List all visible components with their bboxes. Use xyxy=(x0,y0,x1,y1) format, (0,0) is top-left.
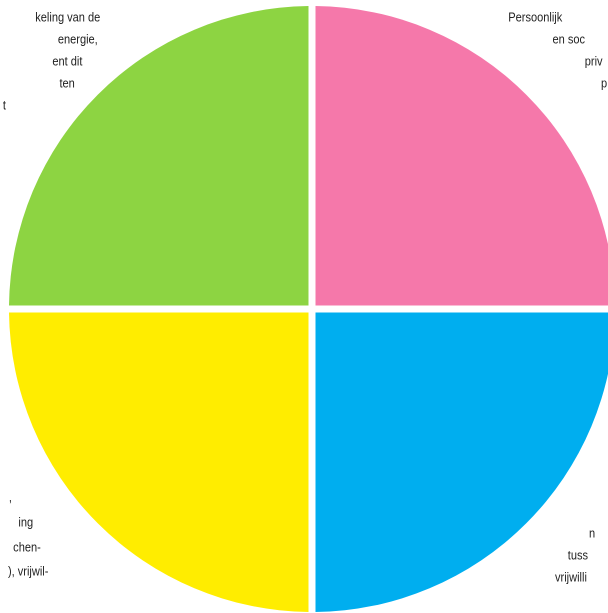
text-line: keling van de xyxy=(35,10,100,25)
text-line: en soc xyxy=(553,32,586,47)
text-line: ), vrijwil- xyxy=(8,564,48,579)
quadrant-green xyxy=(9,6,309,306)
text-line: energie, xyxy=(58,32,98,47)
text-line: Persoonlijk xyxy=(508,10,563,25)
text-line: priv xyxy=(585,54,603,69)
text-line: ten xyxy=(59,76,74,91)
text-line: , xyxy=(9,490,12,505)
text-line: t xyxy=(3,98,7,113)
quadrant-pink xyxy=(315,6,608,306)
text-line: vrijwilli xyxy=(555,570,587,585)
text-line: ent dit xyxy=(52,54,83,69)
text-group: keling van de energie, ent dit ten t Per… xyxy=(3,10,607,585)
text-line: chen- xyxy=(13,540,41,555)
text-line: p xyxy=(601,76,607,91)
text-line: tuss xyxy=(568,548,588,563)
text-line: ing xyxy=(18,515,33,530)
quadrant-yellow xyxy=(9,312,309,612)
text-line: n xyxy=(589,526,595,541)
quadrant-blue xyxy=(315,312,608,612)
